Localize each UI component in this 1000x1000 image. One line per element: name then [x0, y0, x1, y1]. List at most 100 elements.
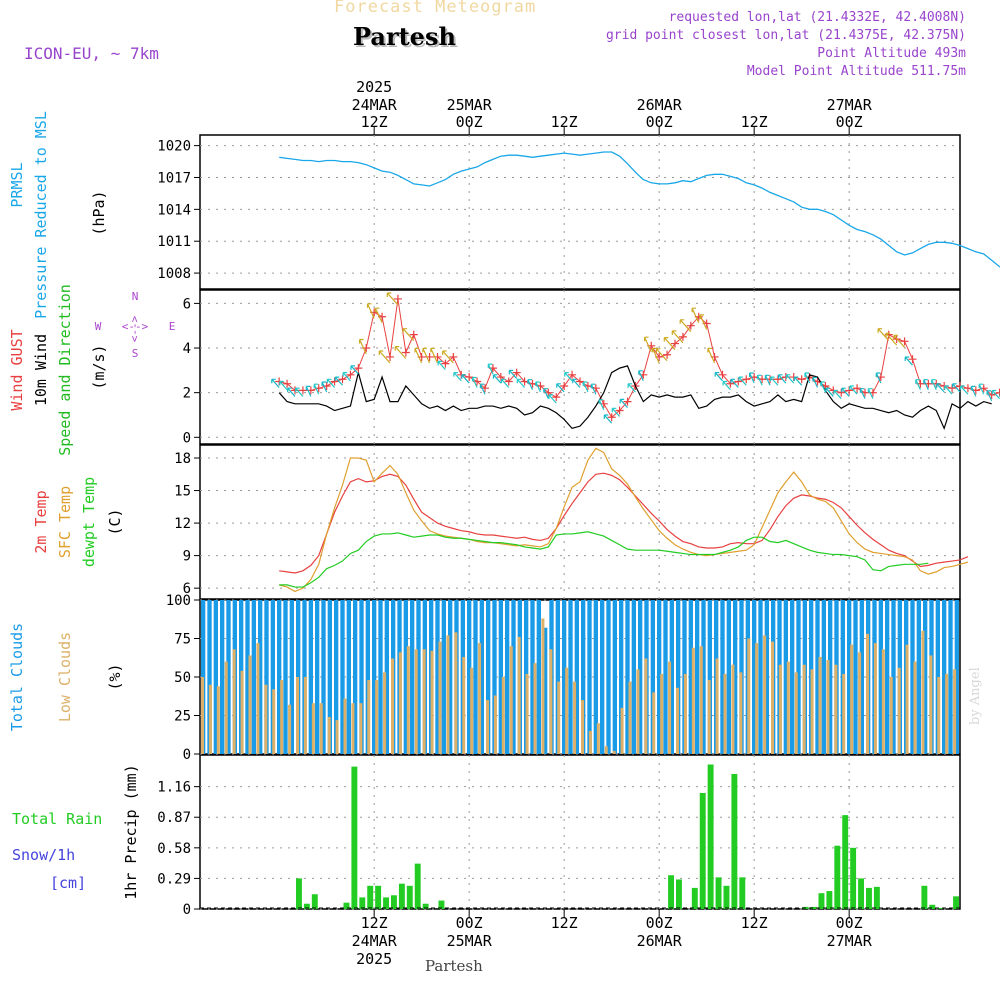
precipitation-bar	[731, 773, 738, 909]
low-clouds-bar	[604, 746, 608, 754]
temp-sfc-label: SFC Temp	[56, 486, 74, 558]
total-clouds-bar	[790, 600, 795, 754]
total-clouds-bar	[277, 600, 282, 754]
panel-frame-pressure	[199, 134, 961, 290]
low-clouds-bar	[565, 667, 569, 754]
precipitation-bar	[691, 887, 698, 909]
wind-direction-arrow	[679, 319, 692, 333]
bottom-axis-date: 27MAR	[827, 932, 873, 950]
total-clouds-bar	[543, 627, 548, 754]
low-clouds-bar	[462, 656, 466, 754]
wind-direction-arrow	[437, 360, 446, 371]
wind-direction-arrow	[527, 379, 534, 390]
location-title: Partesh	[353, 22, 456, 51]
precipitation-bar	[383, 897, 389, 909]
wind-direction-arrow	[487, 363, 494, 375]
wind-gust-point	[615, 406, 624, 415]
precipitation-bar	[873, 886, 880, 909]
wind-direction-arrow	[885, 332, 898, 346]
total-clouds-bar	[530, 600, 535, 754]
temperature-series-line-2	[279, 531, 929, 588]
wind-direction-arrow	[825, 387, 834, 397]
wind-gust-point	[449, 352, 458, 361]
wind-direction-arrow	[461, 374, 470, 384]
total-clouds-bar	[226, 600, 231, 754]
wind-direction-arrow	[793, 376, 803, 386]
total-clouds-bar	[536, 600, 541, 754]
wind-direction-arrow	[378, 350, 391, 364]
low-clouds-bar	[351, 703, 355, 754]
temp-2m-label: 2m Temp	[32, 490, 50, 553]
wind-direction-arrow	[422, 347, 431, 364]
low-clouds-bar	[438, 641, 442, 754]
total-clouds-bar	[574, 600, 579, 754]
total-clouds-bar	[340, 600, 345, 754]
total-clouds-bar	[885, 600, 890, 754]
total-clouds-bar	[315, 600, 320, 754]
wind-direction-arrow	[663, 337, 676, 350]
wind-gust-point	[686, 321, 695, 330]
wind-direction-arrow	[548, 394, 557, 404]
low-clouds-bar	[581, 700, 584, 754]
wind-gust-point	[298, 386, 307, 395]
total-clouds-bar	[372, 600, 377, 754]
low-clouds-bar	[501, 677, 505, 754]
wind-direction-arrow	[770, 376, 779, 386]
wind-direction-arrow	[936, 383, 945, 393]
total-clouds-bar	[593, 600, 598, 754]
low-clouds-bar	[430, 650, 434, 754]
low-clouds-bar	[644, 658, 648, 754]
low-clouds-bar	[668, 661, 672, 754]
wind-direction-arrow	[904, 356, 913, 366]
low-clouds-bar	[794, 672, 798, 754]
precipitation-bar	[668, 875, 674, 909]
y-tick-label: 75	[174, 632, 191, 648]
wind-direction-arrow	[867, 388, 874, 399]
low-clouds-bar	[216, 686, 220, 754]
bottom-axis-hour: 12Z	[741, 914, 768, 932]
precipitation-bar	[937, 907, 944, 909]
low-clouds-bar	[953, 669, 957, 754]
low-clouds-bar	[826, 660, 830, 754]
wind-direction-arrow	[877, 328, 890, 342]
snow-unit: [cm]	[50, 874, 86, 892]
bottom-axis-hour: 12Z	[361, 914, 388, 932]
total-clouds-bar	[695, 600, 700, 754]
total-clouds-bar	[625, 600, 630, 754]
total-clouds-bar	[308, 600, 313, 754]
wind-direction-arrow	[644, 336, 652, 353]
wind-direction-arrow	[271, 378, 280, 388]
wind-direction-arrow	[638, 370, 644, 382]
low-clouds-label: Low Clouds	[56, 632, 74, 722]
wind-gust-point	[568, 370, 577, 379]
total-clouds-bar	[923, 600, 928, 754]
wind-direction-arrow	[730, 378, 739, 388]
wind-direction-arrow	[342, 372, 351, 382]
low-clouds-bar	[232, 649, 236, 754]
wind-gust-point	[718, 370, 727, 379]
precipitation-bar	[810, 906, 817, 909]
y-tick-label: 4	[183, 341, 191, 357]
low-clouds-bar	[810, 669, 814, 754]
wind-direction-arrow	[598, 399, 605, 411]
low-clouds-bar	[557, 681, 561, 754]
y-tick-label: 0.87	[157, 810, 191, 826]
precipitation-bar	[866, 887, 872, 909]
wind-direction-arrow	[535, 381, 541, 393]
wind-direction-arrow	[321, 381, 328, 393]
wind-gust-point	[742, 375, 751, 384]
precipitation-bar	[311, 894, 318, 909]
wind-gust-point	[607, 413, 616, 422]
wind-direction-arrow	[590, 383, 597, 395]
wind-gust-point	[283, 379, 292, 388]
low-clouds-bar	[422, 649, 426, 754]
compass-arrow-horizontal: <-->	[122, 320, 149, 333]
low-clouds-bar	[240, 670, 244, 754]
total-clouds-bar	[511, 600, 516, 754]
low-clouds-bar	[818, 656, 822, 754]
low-clouds-bar	[771, 641, 774, 754]
low-clouds-bar	[652, 692, 656, 754]
wind-direction-arrow	[812, 376, 819, 388]
wind-gust-point	[900, 337, 909, 346]
total-clouds-bar	[650, 600, 655, 754]
